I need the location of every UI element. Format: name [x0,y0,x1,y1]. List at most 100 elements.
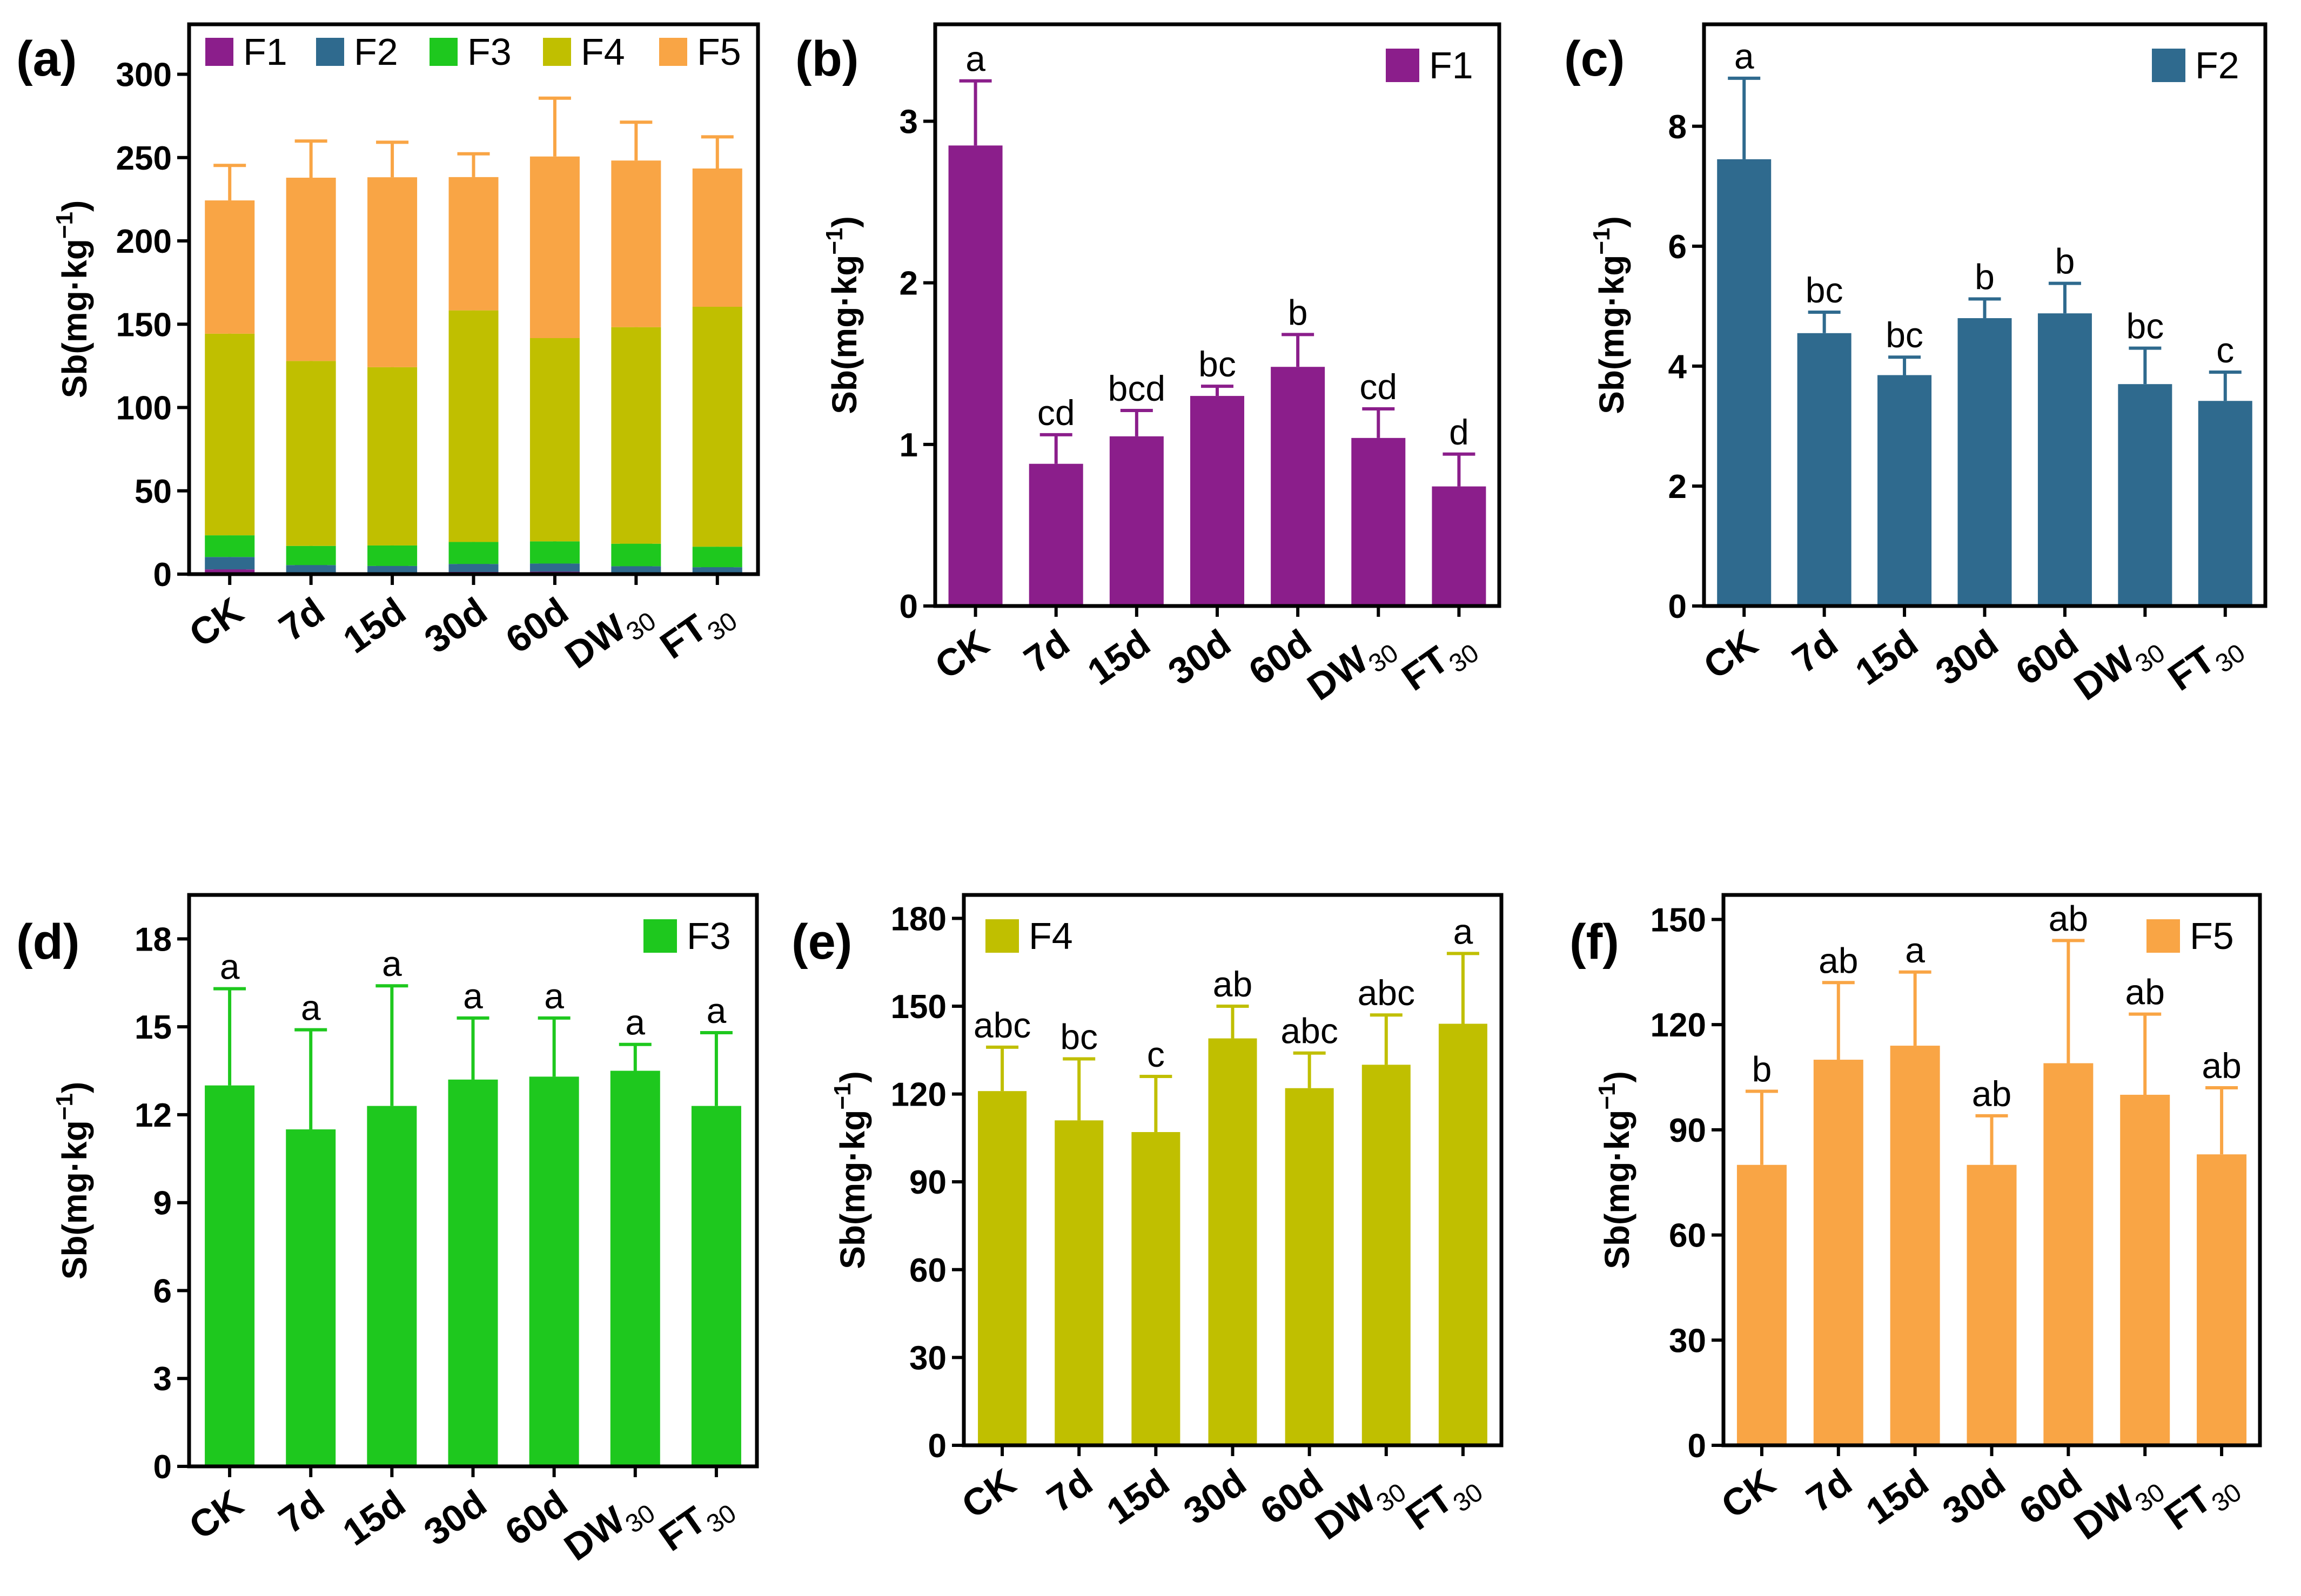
legend-swatch-F1 [1386,49,1419,82]
bar-F2-30d [448,564,499,572]
significance-label: a [1734,36,1754,76]
significance-label: a [1905,930,1925,970]
significance-label: ab [2125,972,2165,1012]
legend-label-F5: F5 [2190,915,2234,957]
bar-F3-30d [448,1079,498,1466]
significance-label: cd [1359,367,1397,407]
significance-label: bc [1060,1017,1098,1057]
x-tick-label: DW30 [558,589,661,683]
bar-F2-15d [1877,375,1932,606]
bar-F2-FT30 [692,567,742,573]
bar-F4-15d [1131,1132,1180,1445]
significance-label: bc [1806,270,1843,310]
legend-swatch-F4 [985,919,1019,953]
x-tick-label-main: 7d [1785,621,1846,681]
x-tick-label: FT30 [1394,621,1484,705]
x-tick-label-main: 30d [417,589,495,661]
y-tick-label: 2 [900,265,918,302]
significance-label: c [1147,1034,1165,1074]
significance-label: abc [1280,1011,1338,1051]
significance-label: a [1453,911,1473,951]
x-tick-label: DW30 [556,1481,660,1575]
bar-F5-DW30 [2120,1094,2170,1445]
y-tick-label: 1 [900,427,918,464]
x-tick-label: FT30 [652,1481,742,1565]
x-tick-label: 7d [1039,1460,1100,1520]
legend-label-F3: F3 [687,915,731,957]
y-axis-title: Sb(mg·kg−1) [1588,216,1631,414]
y-tick-label: 60 [1669,1217,1706,1255]
significance-label: b [1975,257,1995,297]
x-tick-label-main: CK [182,1481,251,1547]
legend-swatch-F1 [205,38,233,66]
bar-F3-7d [286,1129,336,1466]
y-axis-title-main: Sb(mg·kg [833,1110,872,1269]
significance-label: bc [1198,344,1236,384]
significance-label: d [1449,412,1469,452]
bar-F5-CK [1736,1164,1787,1445]
bar-F4-60d [529,338,580,542]
y-tick-label: 50 [135,473,172,510]
x-tick-label: 30d [417,589,495,661]
x-tick-label: 15d [336,589,413,661]
y-tick-label: 6 [1668,228,1687,266]
x-tick-label: 7d [1017,621,1077,681]
bar-F2-CK [1717,159,1772,606]
y-tick-label: 2 [1668,468,1687,506]
bar-F2-30d [1957,318,2012,606]
y-tick-label: 0 [1668,588,1687,625]
x-tick-label: 30d [1935,1460,2013,1532]
x-tick-label-main: 15d [1848,621,1926,693]
legend-label-F1: F1 [1429,44,1473,86]
bar-F2-7d [1797,333,1851,606]
legend-swatch-F3 [643,919,677,953]
x-tick-label-main: 15d [1080,621,1158,693]
x-tick-label-main: 15d [1099,1460,1177,1532]
y-tick-label: 15 [135,1009,172,1046]
bar-F5-30d [448,177,499,311]
bar-F2-DW30 [2118,384,2172,606]
significance-label: bc [1886,315,1923,355]
x-tick-label-main: CK [954,1460,1023,1526]
x-tick-label-main: CK [928,621,997,687]
legend-label-F5: F5 [697,31,741,73]
bar-F3-60d [529,1076,579,1466]
x-tick-label: DW30 [2067,621,2170,715]
legend-label-F4: F4 [1029,915,1073,957]
x-tick-label: CK [954,1460,1023,1526]
legend-label-F2: F2 [2195,44,2239,86]
y-tick-label: 30 [909,1339,947,1377]
x-tick-label-main: 7d [1799,1460,1860,1520]
x-tick-label-main: 15d [335,1481,413,1553]
y-axis-title-main: Sb(mg·kg [825,255,864,414]
x-tick-label: DW30 [1300,621,1404,715]
x-tick-label-main: FT [653,606,715,667]
bar-F2-FT30 [2198,401,2252,606]
y-axis-title-close: ) [833,1071,872,1082]
significance-label: ab [2049,898,2088,938]
bar-F3-DW30 [611,543,661,567]
y-tick-label: 3 [153,1361,172,1398]
y-tick-label: 4 [1668,348,1687,386]
bar-F4-15d [367,367,418,546]
bar-F4-30d [1208,1038,1257,1445]
bar-F3-30d [448,542,499,564]
legend-swatch-F2 [2152,49,2185,82]
y-axis-title: Sb(mg·kg−1) [51,200,94,399]
y-tick-label: 60 [909,1252,947,1289]
y-tick-label: 150 [891,988,947,1026]
y-tick-label: 90 [1669,1112,1706,1149]
significance-label: a [220,947,240,987]
y-axis-title-sup: −1 [1594,1083,1620,1110]
x-tick-label: DW30 [2067,1460,2170,1554]
significance-label: ab [1819,940,1858,980]
significance-label: a [382,944,402,984]
x-tick-label: FT30 [2161,621,2251,705]
significance-label: a [707,991,727,1031]
legend-label-F4: F4 [581,31,625,73]
y-axis-title-close: ) [1598,1071,1636,1082]
significance-label: b [1288,292,1308,332]
legend-swatch-F5 [2146,919,2180,953]
bar-F1-60d [1271,367,1325,606]
